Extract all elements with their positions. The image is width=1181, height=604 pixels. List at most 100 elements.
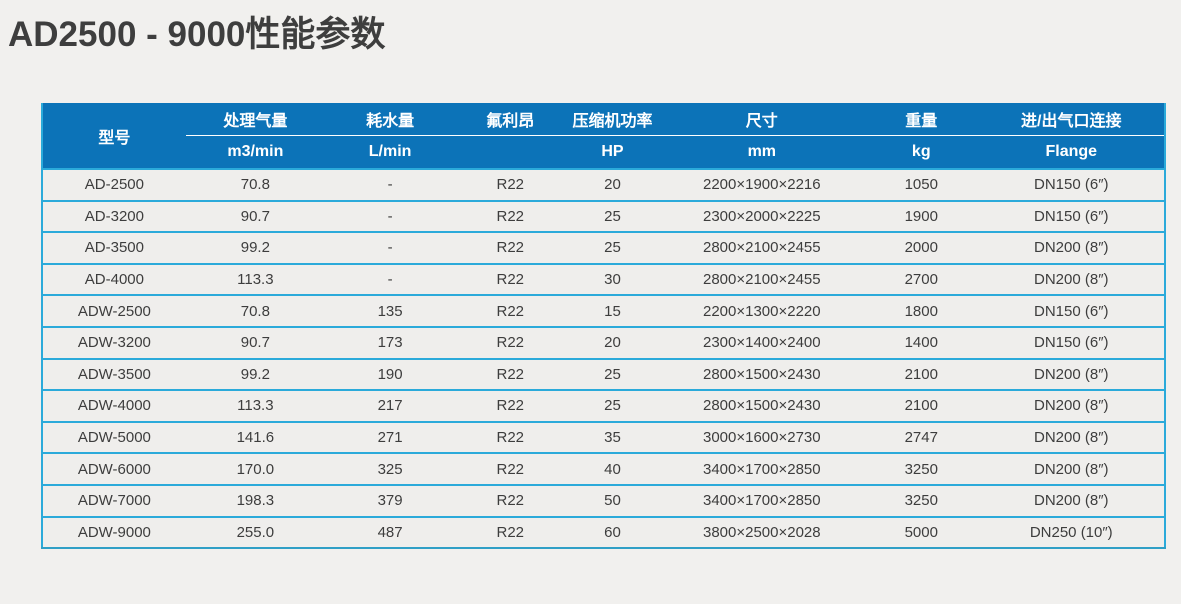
cell: 113.3 <box>185 262 325 296</box>
cell: R22 <box>455 389 566 422</box>
cell: 325 <box>324 452 456 485</box>
cell: DN200 (8″) <box>978 357 1165 391</box>
column-header: 耗水量 <box>324 103 456 136</box>
cell: 2100 <box>864 357 979 391</box>
cell: 190 <box>324 357 456 391</box>
column-header: 处理气量 <box>185 103 325 136</box>
cell: 198.3 <box>185 483 325 517</box>
page-title: AD2500 - 9000性能参数 <box>8 15 386 54</box>
column-unit: HP <box>565 135 660 169</box>
cell: R22 <box>455 483 566 517</box>
cell: 2800×1500×2430 <box>659 389 864 422</box>
cell: 2200×1900×2216 <box>659 168 864 201</box>
table-row: ADW-9000 255.0 487 R22 60 3800×2500×2028 5000 D… <box>42 515 1165 549</box>
table-row: AD-4000 113.3- R22 30 2800×2100×2455 2700 DN20… <box>42 262 1165 296</box>
cell: 3000×1600×2730 <box>659 420 864 454</box>
cell: 70.8 <box>185 168 325 201</box>
cell: 1400 <box>864 325 979 359</box>
cell: 379 <box>324 483 456 517</box>
spec-table-container: 型号 处理气量 耗水量 氟利昂 压缩机功率 尺寸 重量 进/出气口连接 m3/min L/min… <box>41 103 1166 550</box>
cell: 2700 <box>864 262 979 296</box>
model-cell: ADW-2500 <box>42 294 186 327</box>
cell: DN200 (8″) <box>978 452 1165 485</box>
cell: 35 <box>565 420 660 454</box>
model-cell: ADW-3500 <box>42 357 186 391</box>
cell: 70.8 <box>185 294 325 327</box>
cell: 25 <box>565 231 660 264</box>
table-header: 型号 处理气量 耗水量 氟利昂 压缩机功率 尺寸 重量 进/出气口连接 m3/min L/min… <box>42 103 1165 169</box>
cell: 170.0 <box>185 452 325 485</box>
column-header: 尺寸 <box>659 103 864 136</box>
spec-table: 型号 处理气量 耗水量 氟利昂 压缩机功率 尺寸 重量 进/出气口连接 m3/min L/min… <box>41 103 1166 550</box>
cell: R22 <box>455 420 566 454</box>
cell: 113.3 <box>185 389 325 422</box>
column-header: 重量 <box>864 103 979 136</box>
cell: 5000 <box>864 515 979 549</box>
cell: 271 <box>324 420 456 454</box>
model-cell: ADW-4000 <box>42 389 186 422</box>
cell: 2000 <box>864 231 979 264</box>
cell: 2800×1500×2430 <box>659 357 864 391</box>
table-row: AD-2500 70.8- R22 20 2200×1900×2216 1050 DN150… <box>42 168 1165 201</box>
cell: 2300×1400×2400 <box>659 325 864 359</box>
cell: 25 <box>565 389 660 422</box>
cell: 2800×2100×2455 <box>659 231 864 264</box>
table-row: AD-3500 99.2- R22 25 2800×2100×2455 2000 DN200… <box>42 231 1165 264</box>
cell: 173 <box>324 325 456 359</box>
cell: 50 <box>565 483 660 517</box>
column-unit: L/min <box>324 135 456 169</box>
model-cell: AD-4000 <box>42 262 186 296</box>
table-row: ADW-4000 113.3 217 R22 25 2800×1500×2430 2100 D… <box>42 389 1165 422</box>
cell: 20 <box>565 325 660 359</box>
cell: R22 <box>455 262 566 296</box>
cell: R22 <box>455 199 566 233</box>
column-header: 压缩机功率 <box>565 103 660 136</box>
cell: 30 <box>565 262 660 296</box>
cell: 60 <box>565 515 660 549</box>
cell: 3250 <box>864 452 979 485</box>
cell: DN150 (6″) <box>978 199 1165 233</box>
cell: DN200 (8″) <box>978 420 1165 454</box>
model-cell: AD-2500 <box>42 168 186 201</box>
cell: - <box>324 199 456 233</box>
cell: 25 <box>565 357 660 391</box>
table-row: ADW-5000 141.6 271 R22 35 3000×1600×2730 2747 D… <box>42 420 1165 454</box>
cell: R22 <box>455 294 566 327</box>
cell: R22 <box>455 357 566 391</box>
cell: 3800×2500×2028 <box>659 515 864 549</box>
cell: DN150 (6″) <box>978 325 1165 359</box>
cell: 3400×1700×2850 <box>659 483 864 517</box>
model-cell: ADW-5000 <box>42 420 186 454</box>
cell: 15 <box>565 294 660 327</box>
cell: 1050 <box>864 168 979 201</box>
cell: 141.6 <box>185 420 325 454</box>
cell: R22 <box>455 168 566 201</box>
cell: R22 <box>455 231 566 264</box>
cell: DN200 (8″) <box>978 262 1165 296</box>
table-row: ADW-3200 90.7 173 R22 20 2300×1400×2400 1400 DN… <box>42 325 1165 359</box>
cell: 99.2 <box>185 357 325 391</box>
cell: DN250 (10″) <box>978 515 1165 549</box>
model-cell: ADW-3200 <box>42 325 186 359</box>
cell: 1800 <box>864 294 979 327</box>
cell: R22 <box>455 452 566 485</box>
cell: 90.7 <box>185 199 325 233</box>
cell: 217 <box>324 389 456 422</box>
cell: DN200 (8″) <box>978 483 1165 517</box>
table-row: ADW-2500 70.8 135 R22 15 2200×1300×2220 1800 DN… <box>42 294 1165 327</box>
cell: R22 <box>455 325 566 359</box>
cell: 135 <box>324 294 456 327</box>
table-row: ADW-7000 198.3 379 R22 50 3400×1700×2850 3250 D… <box>42 483 1165 517</box>
cell: 1900 <box>864 199 979 233</box>
column-header: 型号 <box>42 103 186 169</box>
table-row: ADW-3500 99.2 190 R22 25 2800×1500×2430 2100 DN… <box>42 357 1165 391</box>
cell: 2747 <box>864 420 979 454</box>
cell: R22 <box>455 515 566 549</box>
column-unit: mm <box>659 135 864 169</box>
cell: 2800×2100×2455 <box>659 262 864 296</box>
cell: 2100 <box>864 389 979 422</box>
column-header: 氟利昂 <box>455 103 566 136</box>
cell: 255.0 <box>185 515 325 549</box>
cell: DN200 (8″) <box>978 231 1165 264</box>
column-header: 进/出气口连接 <box>978 103 1165 136</box>
